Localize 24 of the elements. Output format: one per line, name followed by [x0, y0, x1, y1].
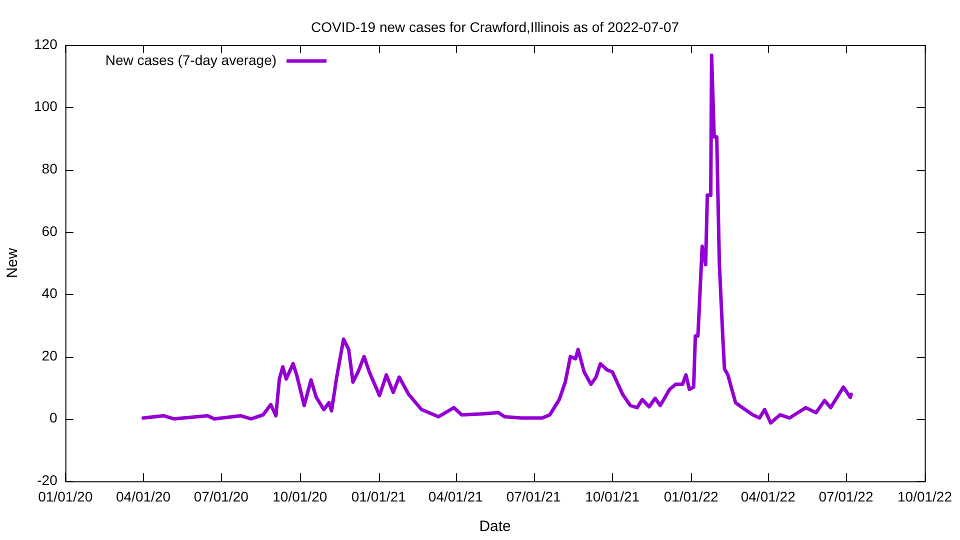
- x-tick-label: 04/01/22: [740, 488, 796, 504]
- x-tick-label: 10/01/20: [272, 488, 328, 504]
- y-tick-label: 100: [34, 98, 58, 114]
- y-tick-label: 120: [34, 36, 58, 52]
- y-tick-label: 0: [50, 410, 58, 426]
- x-tick-label: 04/01/20: [116, 488, 171, 504]
- chart-title: COVID-19 new cases for Crawford,Illinois as of 2022-07-07: [311, 18, 680, 35]
- x-axis-title: Date: [479, 518, 511, 536]
- y-tick-label: 20: [42, 347, 58, 364]
- x-tick-label: 01/01/20: [38, 488, 93, 504]
- x-tick-label: 07/01/22: [818, 488, 874, 504]
- y-tick-label: 80: [42, 160, 58, 176]
- x-tick-label: 07/01/21: [506, 488, 562, 504]
- x-tick-label: 01/01/21: [351, 488, 406, 504]
- x-tick-label: 10/01/22: [898, 488, 952, 504]
- x-tick-label: 01/01/22: [664, 488, 719, 504]
- y-tick-label: -20: [37, 472, 58, 488]
- legend-label: New cases (7-day average): [105, 52, 277, 68]
- x-tick-label: 04/01/21: [428, 488, 484, 504]
- y-axis-title: New: [4, 248, 22, 278]
- y-tick-label: 40: [42, 285, 58, 302]
- x-tick-label: 07/01/20: [194, 488, 249, 504]
- y-tick-label: 60: [42, 222, 58, 239]
- x-tick-label: 10/01/21: [585, 488, 640, 504]
